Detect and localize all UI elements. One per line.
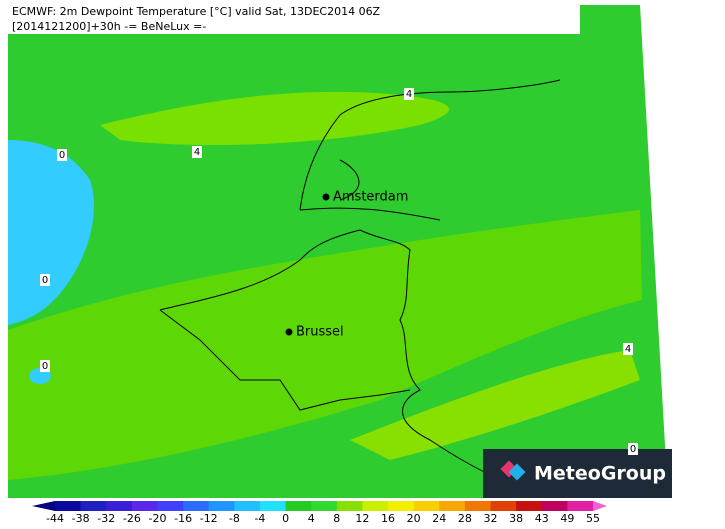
contour-label-box — [40, 274, 50, 286]
map-subtitle: [2014121200]+30h -= BeNeLux =- — [12, 20, 206, 33]
colorbar-segment — [567, 501, 594, 511]
colorbar-segment — [285, 501, 312, 511]
map-title: ECMWF: 2m Dewpoint Temperature [°C] vali… — [12, 5, 381, 18]
logo-text: MeteoGroup — [534, 463, 666, 485]
city-label: Amsterdam — [333, 190, 408, 205]
colorbar-tick-label: -12 — [200, 512, 218, 525]
colorbar-tick-label: 32 — [484, 512, 498, 525]
colorbar-tick-label: -16 — [174, 512, 192, 525]
contour-label: 0 — [59, 150, 65, 161]
colorbar-tick-label: 24 — [432, 512, 446, 525]
colorbar-segment — [464, 501, 492, 511]
mild-band — [8, 210, 642, 480]
contour-label-box — [40, 360, 50, 372]
dynamic: 4 4 0 0 0 4 0 -44 -38 -32 -26 -20 -16 -12 -8 -4 0 4 8 12 16 2… — [32, 88, 638, 525]
colorbar-segment — [55, 501, 82, 511]
title-box — [8, 3, 580, 34]
colorbar-segment — [80, 501, 107, 511]
colorbar-tick-label: -32 — [97, 512, 115, 525]
colorbar-tick-label: 49 — [560, 512, 574, 525]
colorbar-segment — [131, 501, 158, 511]
colorbar-segment — [208, 501, 235, 511]
city-dot — [322, 193, 330, 201]
colorbar-tick-label: 43 — [535, 512, 549, 525]
colorbar-tick-label: 16 — [381, 512, 395, 525]
city-label: Brussel — [296, 325, 344, 340]
colorbar-segment — [490, 501, 517, 511]
colorbar-tick-label: -38 — [72, 512, 90, 525]
contour-label-box — [623, 343, 633, 355]
colorbar-segment — [439, 501, 466, 511]
contour-label: 4 — [194, 147, 200, 158]
colorbar-segment — [311, 501, 338, 511]
colorbar-arrow — [32, 501, 55, 511]
borders — [159, 79, 561, 481]
colorbar-segment — [259, 501, 287, 511]
mild-band — [100, 91, 449, 145]
colorbar-tick-label: 38 — [509, 512, 523, 525]
colorbar-segment — [413, 501, 440, 511]
colorbar-arrow — [593, 501, 607, 511]
colorbar-tick-label: 12 — [355, 512, 369, 525]
contour-label: 0 — [42, 361, 48, 372]
contour-label-box — [404, 88, 414, 100]
contour-label: 4 — [406, 89, 412, 100]
colorbar-tick-label: -20 — [148, 512, 166, 525]
colorbar-tick-label: -8 — [229, 512, 240, 525]
colorbar-tick-label: 55 — [586, 512, 600, 525]
contour-label-box — [192, 146, 202, 158]
colorbar-tick-label: -26 — [123, 512, 141, 525]
contour-label: 4 — [625, 344, 631, 355]
contour-label: 0 — [630, 444, 636, 455]
colorbar-segment — [234, 501, 261, 511]
colorbar-segment — [362, 501, 389, 511]
logo-icon — [508, 463, 526, 481]
colorbar-tick-label: 28 — [458, 512, 472, 525]
colorbar-segment — [336, 501, 363, 511]
contour-label: 0 — [42, 275, 48, 286]
city-dot — [285, 328, 293, 336]
contour-label-box — [57, 149, 67, 161]
contour-label-box — [628, 443, 638, 455]
colorbar-segment — [157, 501, 184, 511]
colorbar-segment — [516, 501, 543, 511]
colorbar-tick-label: 0 — [282, 512, 289, 525]
colorbar-tick-label: 20 — [407, 512, 421, 525]
cold-area — [8, 140, 94, 325]
colorbar-tick-label: 4 — [308, 512, 315, 525]
mild-band — [350, 350, 640, 460]
colorbar-tick-label: 8 — [333, 512, 340, 525]
colorbar-segment — [183, 501, 210, 511]
colorbar-segment — [541, 501, 568, 511]
colorbar-tick-label: -4 — [254, 512, 265, 525]
colorbar-segment — [388, 501, 415, 511]
colorbar-segment — [106, 501, 133, 511]
colorbar-tick-label: -44 — [46, 512, 64, 525]
